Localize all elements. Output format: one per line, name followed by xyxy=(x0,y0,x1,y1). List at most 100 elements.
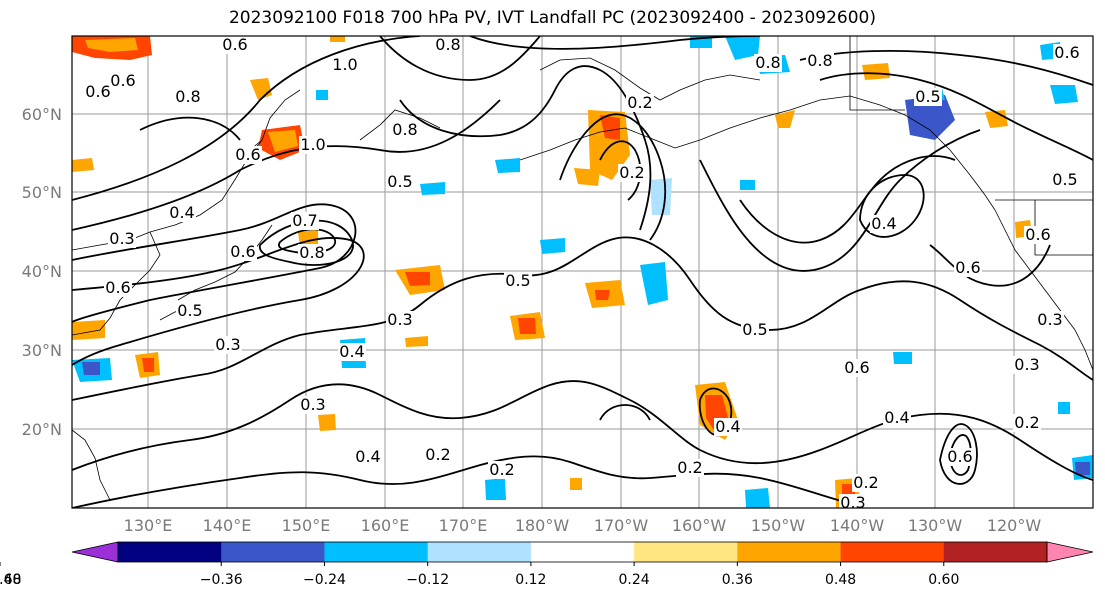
contour-label-bg xyxy=(839,494,867,508)
colorbar-extend-low xyxy=(71,541,119,563)
contour-label: 0.3 xyxy=(215,335,240,354)
contour-label: 0.6 xyxy=(105,278,130,297)
contour-label: 0.6 xyxy=(230,242,255,261)
contour-label-bg xyxy=(676,459,704,477)
contour-label: 0.3 xyxy=(840,493,865,512)
contour-label: 0.5 xyxy=(387,172,412,191)
contour-label-bg xyxy=(914,88,942,106)
contour-label-bg xyxy=(852,474,880,492)
contour-label: 0.4 xyxy=(169,203,194,222)
longitude-label: 160°W xyxy=(672,516,727,535)
contour-label-bg xyxy=(221,36,249,54)
longitude-label: 160°E xyxy=(361,516,410,535)
longitude-label: 140°E xyxy=(203,516,252,535)
contour-label: 1.0 xyxy=(332,55,357,74)
latitude-labels: 60°N 50°N 40°N 30°N 20°N xyxy=(22,105,62,439)
colorbar-extend-high xyxy=(1046,541,1094,563)
contour-label: 0.4 xyxy=(715,417,740,436)
contour-label-bg xyxy=(434,36,462,54)
contour-label-bg xyxy=(354,448,382,466)
contour-label-bg xyxy=(1053,44,1081,62)
contour-label-bg xyxy=(1013,356,1041,374)
colorbar-tick-label: 0.24 xyxy=(619,572,650,588)
contour-label: 0.8 xyxy=(435,35,460,54)
contour-label: 0.5 xyxy=(505,271,530,290)
contour-label-bg xyxy=(626,94,654,112)
contour-label-bg xyxy=(214,336,242,354)
contour-label: 0.2 xyxy=(619,163,644,182)
contour-label: 0.3 xyxy=(109,229,134,248)
contour-label-bg xyxy=(754,54,782,72)
longitude-label: 170°W xyxy=(594,516,649,535)
contour-label-bg xyxy=(386,173,414,191)
colorbar-segment xyxy=(737,542,842,562)
longitude-label: 130°E xyxy=(124,516,173,535)
contour-label: 0.3 xyxy=(300,395,325,414)
contour-label: 0.4 xyxy=(871,214,896,233)
contour-label: 0.8 xyxy=(807,51,832,70)
contour-label: 0.6 xyxy=(85,82,110,101)
longitude-labels: 130°E 140°E 150°E 160°E 170°E 180°W 170°W 160°W… xyxy=(124,516,1042,535)
contour-label-bg xyxy=(618,164,646,182)
latitude-label: 50°N xyxy=(22,183,62,202)
colorbar-tick-label: 0.48 xyxy=(825,572,856,588)
map-frame xyxy=(71,35,1094,509)
contour-label: 0.6 xyxy=(1054,43,1079,62)
longitude-label: 120°W xyxy=(987,516,1042,535)
contour-label-bg xyxy=(806,52,834,70)
longitude-label: 150°W xyxy=(751,516,806,535)
contour-label: 0.4 xyxy=(884,408,909,427)
colorbar-segment xyxy=(840,542,945,562)
contour-label-bg xyxy=(386,311,414,329)
contour-label: 0.7 xyxy=(292,211,317,230)
contour-label: 0.2 xyxy=(489,460,514,479)
colorbar-segment xyxy=(221,542,325,562)
colorbar-segment xyxy=(324,542,429,562)
colorbar-tick-label: −0.36 xyxy=(200,572,243,588)
contour-label: 0.5 xyxy=(1052,170,1077,189)
contour-label-bg xyxy=(488,461,516,479)
contour-label: 0.3 xyxy=(387,310,412,329)
colorbar-tick-label: −0.48 xyxy=(0,572,21,588)
contour-label: 0.4 xyxy=(339,342,364,361)
longitude-label: 140°W xyxy=(830,516,885,535)
contour-label-bg xyxy=(391,121,419,139)
contour-label-bg xyxy=(741,321,769,339)
longitude-label: 170°E xyxy=(439,516,488,535)
colorbar-segment xyxy=(427,542,532,562)
colorbar-tick-label: −0.60 xyxy=(0,572,21,588)
contour-label: 0.6 xyxy=(235,145,260,164)
contour-label-bg xyxy=(109,72,137,90)
latitude-label: 30°N xyxy=(22,341,62,360)
contour-label: 0.2 xyxy=(677,458,702,477)
contour-label-bg xyxy=(1024,226,1052,244)
contour-label: 0.2 xyxy=(1014,413,1039,432)
contour-label: 0.3 xyxy=(1037,310,1062,329)
contour-label: 0.4 xyxy=(355,447,380,466)
colorbar-tick-label: 0.60 xyxy=(928,572,959,588)
longitude-label: 180°W xyxy=(515,516,570,535)
contour-label-bg xyxy=(714,418,742,436)
colorbar-tick-labels: −0.60−0.48 −0.36 −0.24 −0.12 0.12 0.24 0.36 0.4… xyxy=(0,562,959,588)
latitude-label: 40°N xyxy=(22,262,62,281)
colorbar-segment xyxy=(943,542,1048,562)
contour-label: 0.8 xyxy=(755,53,780,72)
contour-label: 1.0 xyxy=(300,135,325,154)
colorbar-segment xyxy=(530,542,635,562)
contour-label-bg xyxy=(1036,311,1064,329)
contour-label: 0.5 xyxy=(742,320,767,339)
colorbar-tick-label: 0.12 xyxy=(515,572,546,588)
map-title: 2023092100 F018 700 hPa PV, IVT Landfall… xyxy=(228,8,876,28)
colorbar-tick-label: −0.24 xyxy=(303,572,346,588)
colorbar-segment xyxy=(634,542,738,562)
coastlines xyxy=(72,36,1093,501)
contour-label-bg xyxy=(291,212,319,230)
contour-label-bg xyxy=(424,446,452,464)
contour-label-bg xyxy=(946,448,974,466)
contour-label-bg xyxy=(338,343,366,361)
longitude-label: 150°E xyxy=(282,516,331,535)
contour-label: 0.5 xyxy=(915,87,940,106)
latitude-label: 60°N xyxy=(22,105,62,124)
latitude-label: 20°N xyxy=(22,420,62,439)
contour-label-bg xyxy=(1013,414,1041,432)
